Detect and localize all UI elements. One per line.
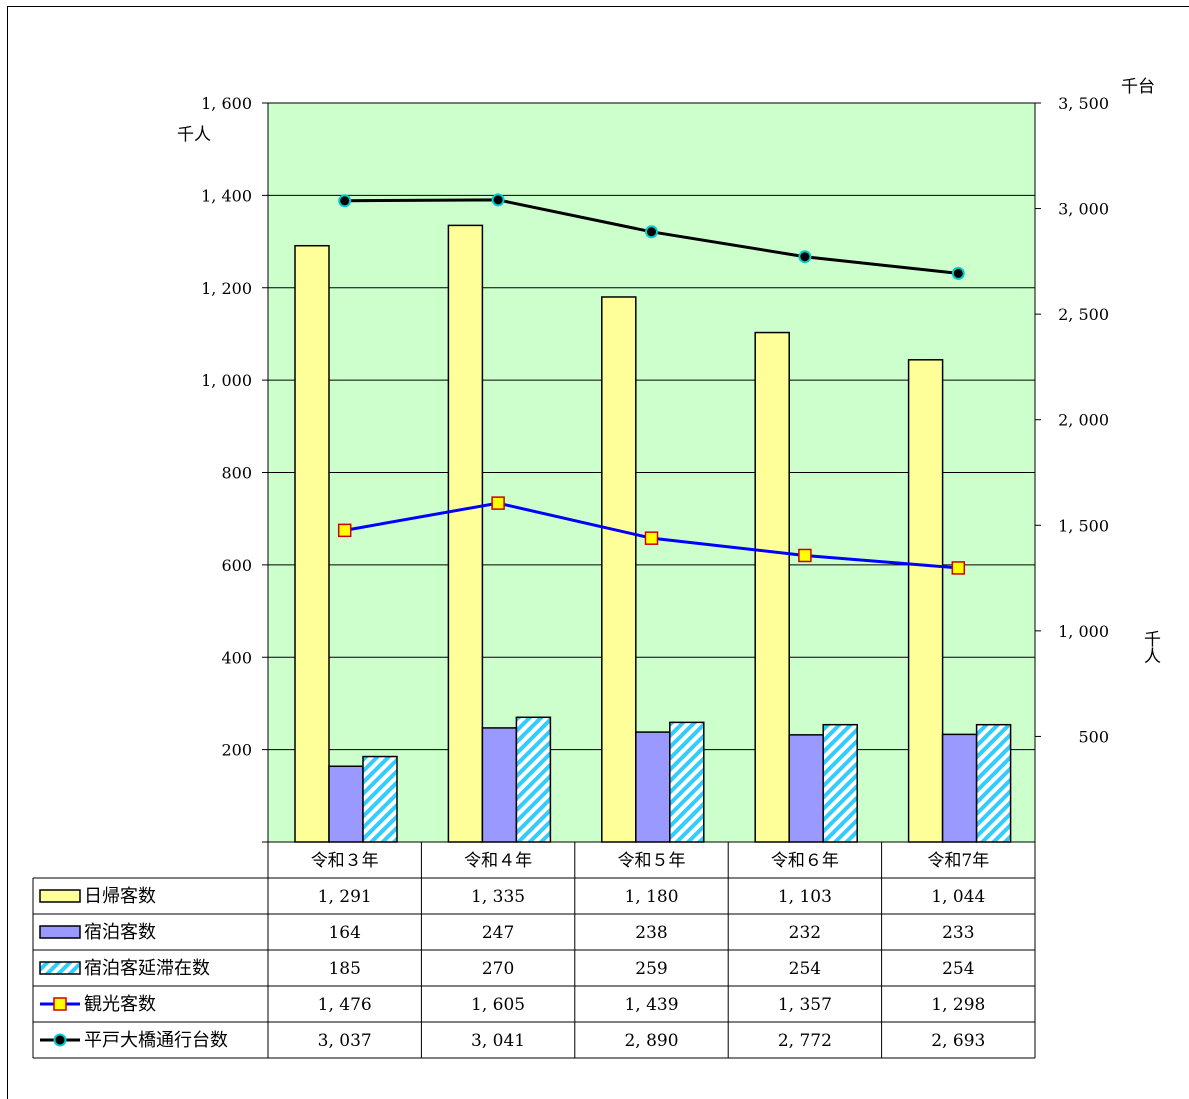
left-tick-label: 1, 000 bbox=[201, 371, 252, 390]
legend-swatch bbox=[39, 889, 81, 903]
table-cell: 1, 044 bbox=[931, 887, 985, 907]
legend-swatch bbox=[39, 961, 81, 975]
category-label: 令和３年 bbox=[311, 851, 379, 871]
right-axis-unit-mid: 千人 bbox=[1140, 630, 1161, 664]
legend-label: 日帰客数 bbox=[84, 886, 156, 907]
table-cell: 259 bbox=[635, 959, 667, 979]
legend-swatch bbox=[39, 925, 81, 939]
table-cell: 238 bbox=[635, 923, 667, 943]
table-cell: 2, 772 bbox=[778, 1031, 832, 1051]
table-cell: 3, 037 bbox=[318, 1031, 372, 1051]
table-cell: 1, 357 bbox=[778, 995, 832, 1015]
tourist-count-marker bbox=[951, 561, 966, 575]
right-tick-label: 2, 000 bbox=[1058, 411, 1109, 430]
legend-label: 観光客数 bbox=[84, 994, 156, 1015]
overnight-stay-days-bar bbox=[975, 723, 1012, 843]
chart-frame bbox=[7, 6, 1189, 1099]
overnight-guests-bar bbox=[788, 734, 824, 843]
right-tick-label: 500 bbox=[1078, 727, 1109, 746]
day-visitors-bar bbox=[447, 224, 484, 843]
table-cell: 254 bbox=[789, 959, 821, 979]
overnight-guests-bar bbox=[635, 731, 671, 843]
legend-marker bbox=[53, 997, 67, 1011]
day-visitors-bar bbox=[601, 296, 637, 843]
bridge-traffic-marker bbox=[338, 194, 352, 208]
category-label: 令和６年 bbox=[771, 851, 839, 871]
table-cell: 270 bbox=[482, 959, 514, 979]
right-axis-unit-top: 千台 bbox=[1121, 77, 1155, 97]
table-cell: 185 bbox=[328, 959, 360, 979]
table-cell: 1, 605 bbox=[471, 995, 525, 1015]
legend-marker bbox=[53, 1033, 67, 1047]
overnight-guests-bar bbox=[481, 727, 518, 843]
overnight-stay-days-bar bbox=[515, 716, 552, 843]
table-cell: 1, 439 bbox=[624, 995, 678, 1015]
left-axis: 200 400 600 800 1, 000 1, 200 1, 400 1, 600 bbox=[201, 94, 268, 843]
overnight-guests-bar bbox=[941, 733, 978, 843]
legend-label: 宿泊客数 bbox=[84, 922, 156, 943]
table-cell: 1, 298 bbox=[931, 995, 985, 1015]
left-axis-unit: 千人 bbox=[177, 125, 211, 145]
table-cell: 1, 335 bbox=[471, 887, 525, 907]
bridge-traffic-marker bbox=[798, 250, 812, 264]
table-cell: 164 bbox=[328, 923, 360, 943]
bars bbox=[294, 224, 1012, 843]
lines bbox=[337, 193, 966, 575]
category-label: 令和５年 bbox=[618, 851, 686, 871]
table-cell: 233 bbox=[942, 923, 974, 943]
category-label: 令和7年 bbox=[927, 851, 989, 871]
table-cell: 254 bbox=[942, 959, 974, 979]
table-cell: 1, 476 bbox=[318, 995, 372, 1015]
bridge-traffic-marker bbox=[491, 193, 505, 207]
right-tick-label: 1, 500 bbox=[1058, 516, 1109, 535]
category-label: 令和４年 bbox=[464, 851, 532, 871]
table-cell: 247 bbox=[482, 923, 514, 943]
left-tick-label: 600 bbox=[221, 556, 252, 575]
table-cell: 1, 103 bbox=[778, 887, 832, 907]
table-cell: 1, 291 bbox=[318, 887, 372, 907]
overnight-stay-days-bar bbox=[822, 723, 858, 843]
day-visitors-bar bbox=[907, 359, 944, 843]
right-tick-label: 2, 500 bbox=[1058, 305, 1109, 324]
table-cell: 2, 890 bbox=[624, 1031, 678, 1051]
day-visitors-bar bbox=[754, 331, 790, 843]
left-tick-label: 1, 400 bbox=[201, 186, 252, 205]
left-tick-label: 400 bbox=[221, 648, 252, 667]
legend-label: 平戸大橋通行台数 bbox=[84, 1030, 228, 1051]
right-tick-label: 3, 500 bbox=[1058, 94, 1109, 113]
left-tick-label: 800 bbox=[221, 464, 252, 483]
tourist-count-marker bbox=[337, 523, 352, 538]
bridge-traffic-marker bbox=[951, 266, 965, 280]
tourist-count-marker bbox=[798, 548, 812, 563]
tourist-count-marker bbox=[491, 496, 505, 510]
table-cell: 2, 693 bbox=[931, 1031, 985, 1051]
right-tick-label: 3, 000 bbox=[1058, 200, 1109, 219]
left-tick-label: 1, 200 bbox=[201, 279, 252, 298]
bridge-traffic-marker bbox=[645, 225, 658, 239]
overnight-stay-days-bar bbox=[362, 755, 398, 843]
day-visitors-bar bbox=[294, 244, 330, 843]
left-tick-label: 1, 600 bbox=[201, 94, 252, 113]
tourist-count-marker bbox=[644, 531, 659, 545]
legend-label: 宿泊客延滞在数 bbox=[84, 958, 210, 979]
table-cell: 1, 180 bbox=[624, 887, 678, 907]
right-tick-label: 1, 000 bbox=[1058, 622, 1109, 641]
overnight-guests-bar bbox=[328, 765, 364, 843]
table-cell: 3, 041 bbox=[471, 1031, 525, 1051]
overnight-stay-days-bar bbox=[669, 721, 705, 843]
right-axis: 500 1, 000 1, 500 2, 000 2, 500 3, 000 3, 500 bbox=[1035, 94, 1109, 746]
left-tick-label: 200 bbox=[221, 741, 252, 760]
table-cell: 232 bbox=[789, 923, 821, 943]
